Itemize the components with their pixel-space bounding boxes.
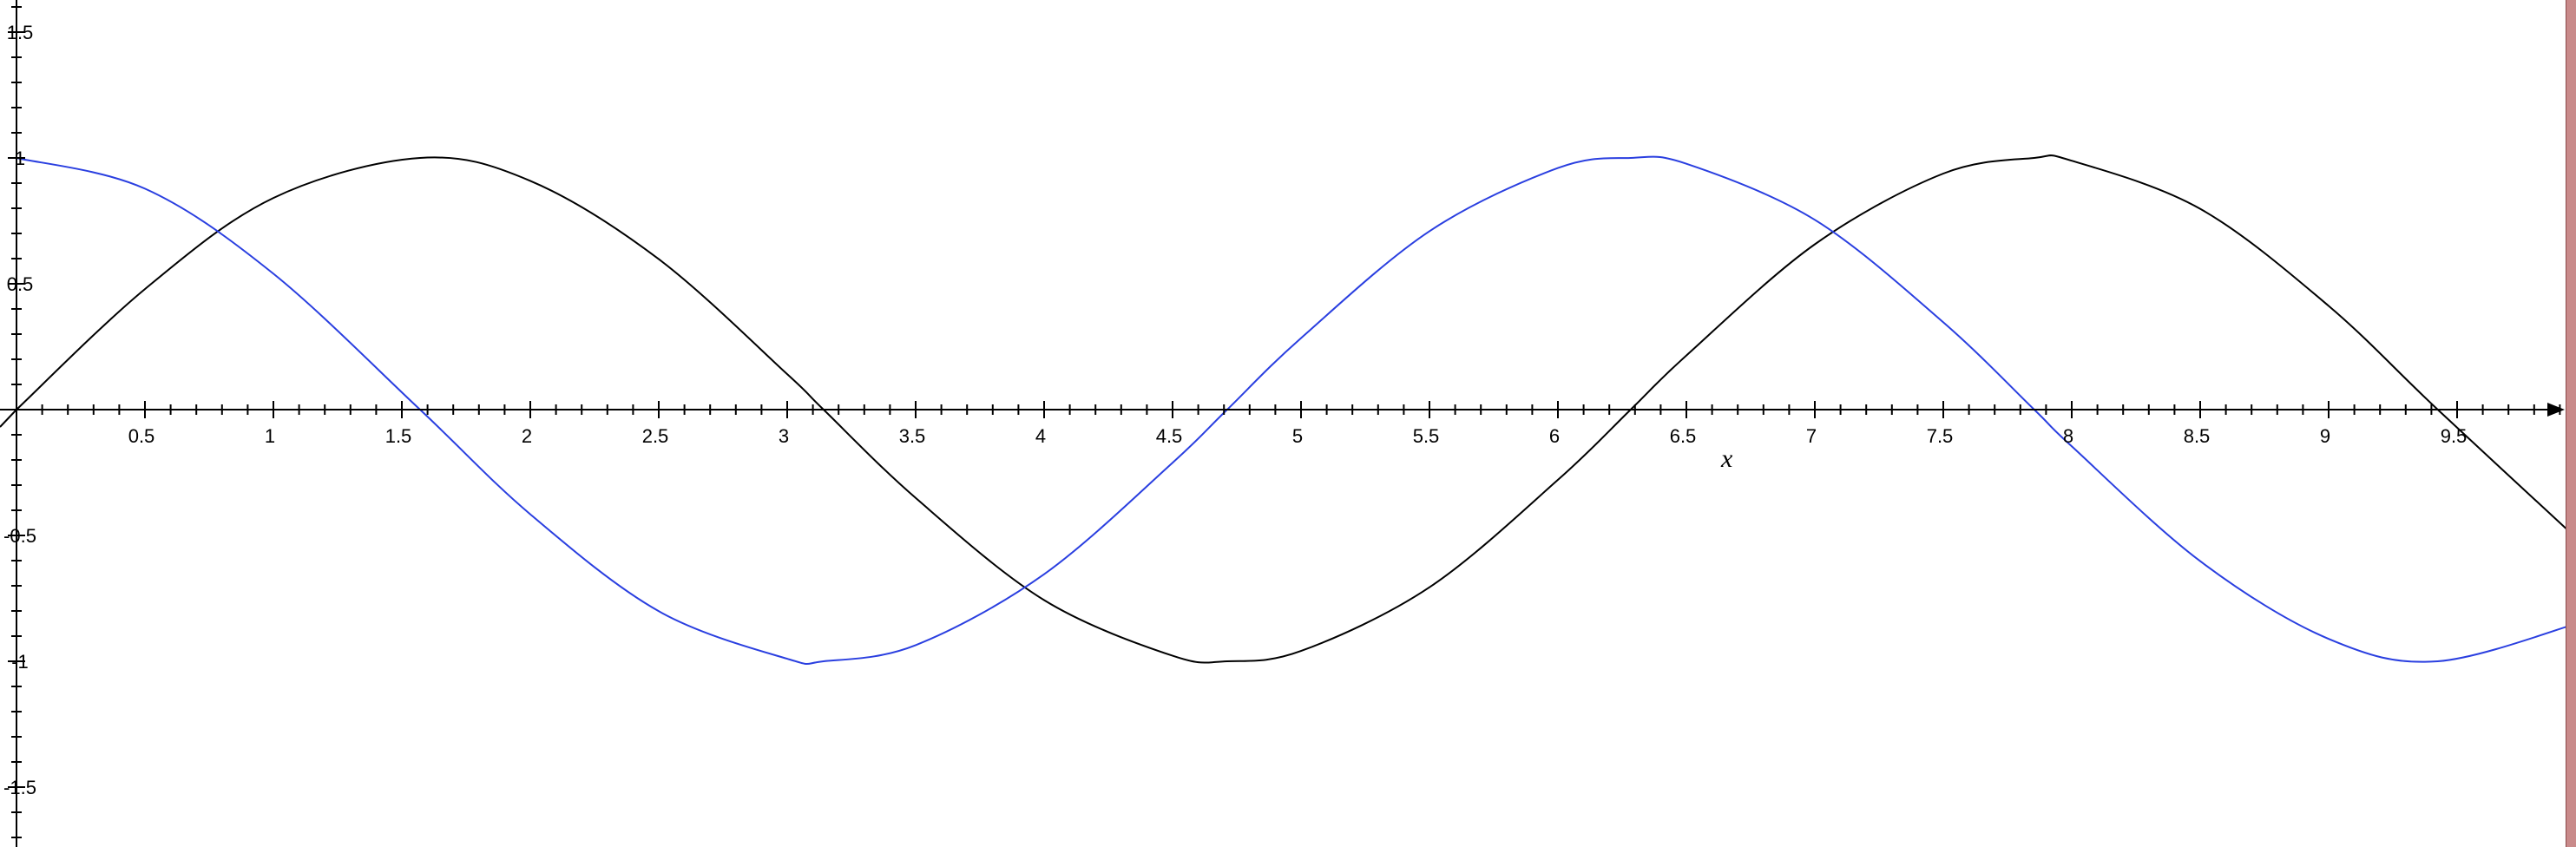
x-tick-label: 9.5 bbox=[2441, 425, 2468, 447]
y-tick-label: -1.5 bbox=[3, 777, 36, 798]
x-tick-label: 4 bbox=[1035, 425, 1046, 447]
x-tick-label: 3 bbox=[779, 425, 789, 447]
tick-labels-layer: 0.5 1 1.5 2 2.5 3 3.5 4 4.5 5 5.5 6 6.5 7 7.5 8 8.5 9 9.5 1… bbox=[3, 22, 2467, 798]
x-tick-label: 8.5 bbox=[2184, 425, 2211, 447]
x-tick-label: 6.5 bbox=[1670, 425, 1697, 447]
x-tick-label: 7 bbox=[1806, 425, 1817, 447]
y-tick-label: -1 bbox=[11, 651, 29, 673]
x-tick-label: 2.5 bbox=[642, 425, 669, 447]
y-tick-label: 1 bbox=[15, 148, 25, 169]
x-axis-label: x bbox=[1720, 444, 1733, 473]
x-tick-label: 9 bbox=[2320, 425, 2330, 447]
y-tick-label: -0.5 bbox=[3, 525, 36, 547]
x-axis-arrow bbox=[2547, 403, 2565, 417]
x-tick-label: 1 bbox=[265, 425, 275, 447]
x-tick-label: 4.5 bbox=[1156, 425, 1183, 447]
window-edge bbox=[2566, 0, 2576, 847]
x-tick-label: 5 bbox=[1292, 425, 1303, 447]
x-tick-label: 2 bbox=[522, 425, 532, 447]
x-tick-label: 0.5 bbox=[128, 425, 155, 447]
x-tick-label: 6 bbox=[1549, 425, 1560, 447]
curves-layer bbox=[16, 154, 2567, 666]
x-tick-label: 7.5 bbox=[1927, 425, 1954, 447]
y-tick-label: 0.5 bbox=[7, 273, 34, 295]
series-2-line bbox=[16, 155, 2567, 666]
y-tick-label: 1.5 bbox=[7, 22, 34, 43]
x-tick-label: 5.5 bbox=[1413, 425, 1440, 447]
series-1-line bbox=[16, 154, 2567, 664]
axis-origin-mark bbox=[0, 409, 17, 428]
x-tick-label: 3.5 bbox=[899, 425, 926, 447]
x-tick-label: 8 bbox=[2063, 425, 2073, 447]
x-tick-label: 1.5 bbox=[385, 425, 412, 447]
